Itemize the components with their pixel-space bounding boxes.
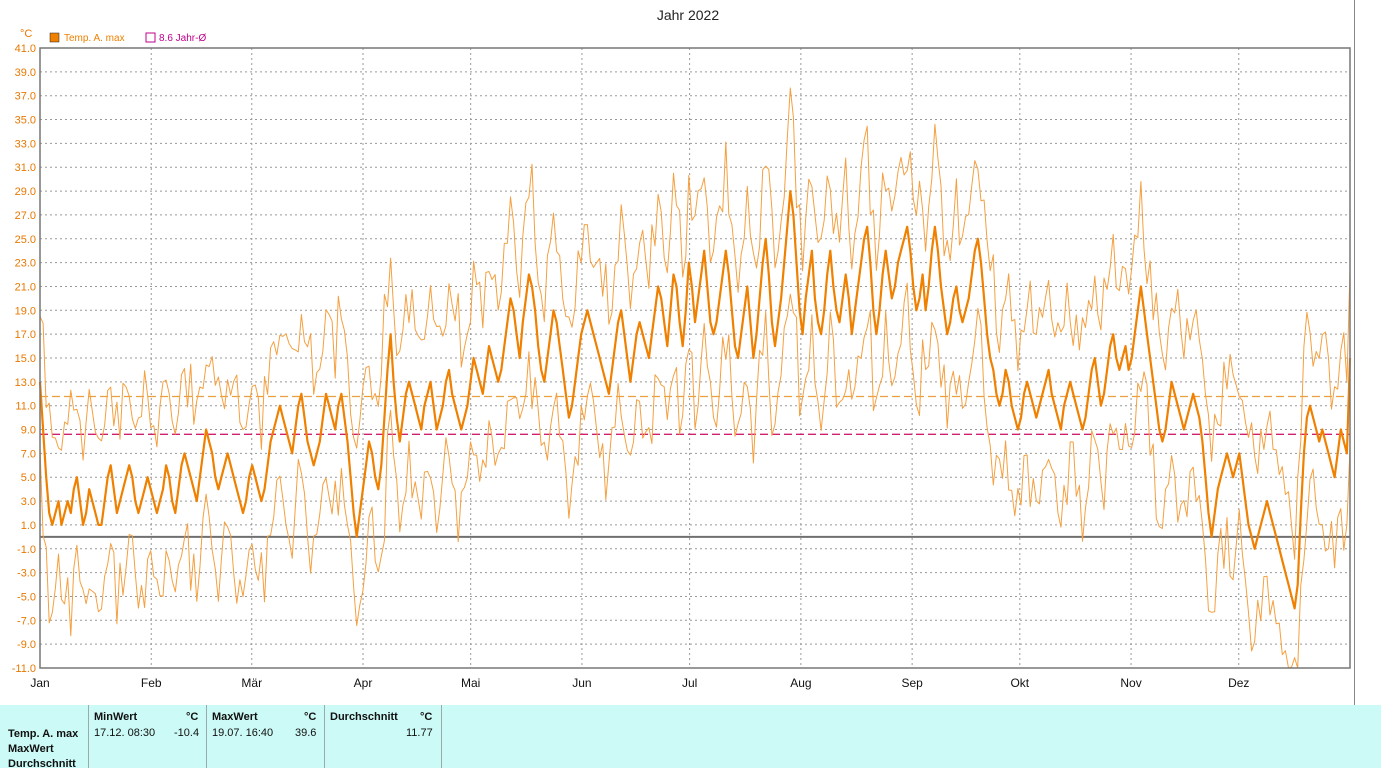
x-tick-label-4: Mai bbox=[461, 676, 480, 690]
y-tick-label: 37.0 bbox=[15, 91, 36, 103]
stats-avg-value: 11.77 bbox=[406, 727, 433, 739]
y-tick-label: 29.0 bbox=[15, 186, 36, 198]
stats-avg-unit: °C bbox=[420, 711, 433, 723]
stats-divider bbox=[441, 705, 442, 768]
y-tick-label: 41.0 bbox=[15, 43, 36, 55]
stats-divider bbox=[88, 705, 89, 768]
y-tick-label: 7.0 bbox=[21, 448, 36, 460]
y-axis-unit: °C bbox=[20, 28, 32, 40]
series-line-lower bbox=[39, 282, 1351, 669]
x-tick-label-9: Okt bbox=[1010, 676, 1029, 690]
x-tick-label-7: Aug bbox=[790, 676, 811, 690]
y-tick-label: 3.0 bbox=[21, 496, 36, 508]
x-tick-label-2: Mär bbox=[241, 676, 262, 690]
stats-min-value: -10.4 bbox=[174, 727, 200, 739]
x-tick-label-0: Jan bbox=[30, 676, 49, 690]
series-line-upper bbox=[39, 87, 1351, 560]
series bbox=[38, 87, 1352, 669]
legend-label-avg: 8.6 Jahr-Ø bbox=[159, 33, 206, 44]
legend-swatch-temp-max bbox=[49, 32, 60, 43]
legend: Temp. A. max 8.6 Jahr-Ø bbox=[49, 32, 206, 44]
x-tick-label-3: Apr bbox=[354, 676, 373, 690]
y-tick-label: 11.0 bbox=[15, 401, 36, 413]
y-tick-label: -5.0 bbox=[17, 591, 36, 603]
y-tick-label: 5.0 bbox=[21, 472, 36, 484]
y-tick-label: 35.0 bbox=[15, 115, 36, 127]
stats-min-time: 17.12. 08:30 bbox=[94, 727, 156, 739]
stats-divider bbox=[324, 705, 325, 768]
temperature-chart: Jahr 2022 °C Temp. A. max 8.6 Jahr-Ø 41.… bbox=[12, 7, 1352, 690]
stats-divider bbox=[206, 705, 207, 768]
y-tick-label: 1.0 bbox=[21, 520, 36, 532]
series-line-main bbox=[38, 190, 1352, 610]
stats-max-unit: °C bbox=[304, 711, 317, 723]
y-tick-label: 25.0 bbox=[15, 234, 36, 246]
y-tick-label: 31.0 bbox=[15, 162, 36, 174]
stats-row-label-max: MaxWert bbox=[8, 743, 54, 755]
y-tick-label: 15.0 bbox=[15, 353, 36, 365]
legend-label-temp-max: Temp. A. max bbox=[64, 33, 125, 44]
y-tick-label: 19.0 bbox=[15, 305, 36, 317]
right-edge-divider bbox=[1354, 0, 1355, 705]
y-tick-label: 13.0 bbox=[15, 377, 36, 389]
stats-max-time: 19.07. 16:40 bbox=[212, 727, 274, 739]
y-tick-label: 27.0 bbox=[15, 210, 36, 222]
x-tick-label-1: Feb bbox=[141, 676, 162, 690]
x-tick-label-10: Nov bbox=[1120, 676, 1141, 690]
y-tick-label: -3.0 bbox=[17, 568, 36, 580]
stats-avg-header: Durchschnitt bbox=[330, 711, 398, 723]
stats-max-header: MaxWert bbox=[212, 711, 258, 723]
y-tick-label: 39.0 bbox=[15, 67, 36, 79]
y-axis-ticks: 41.0 39.0 37.0 35.0 33.0 31.0 29.0 27.0 25.0 23.0… bbox=[12, 43, 36, 675]
y-tick-label: -1.0 bbox=[17, 544, 36, 556]
y-tick-label: -11.0 bbox=[12, 663, 36, 675]
x-tick-label-6: Jul bbox=[682, 676, 697, 690]
plot-frame bbox=[39, 47, 1351, 669]
legend-swatch-avg bbox=[145, 32, 156, 43]
stats-min-unit: °C bbox=[186, 711, 199, 723]
y-tick-label: 23.0 bbox=[15, 258, 36, 270]
stats-max-value: 39.6 bbox=[295, 727, 317, 739]
y-tick-label: -9.0 bbox=[17, 639, 36, 651]
chart-title: Jahr 2022 bbox=[657, 7, 719, 23]
stats-min-header: MinWert bbox=[94, 711, 138, 723]
y-tick-label: -7.0 bbox=[17, 615, 36, 627]
stats-panel: Temp. A. max MaxWert Durchschnitt MinWer… bbox=[0, 705, 1381, 770]
y-tick-label: 21.0 bbox=[15, 281, 36, 293]
x-tick-label-8: Sep bbox=[901, 676, 923, 690]
x-tick-label-5: Jun bbox=[572, 676, 591, 690]
x-axis-ticks: Jan Feb Mär Apr Mai Jun Jul Aug Sep Okt Nov Dez bbox=[30, 676, 1249, 690]
x-tick-label-11: Dez bbox=[1228, 676, 1249, 690]
stats-row-label-avg: Durchschnitt bbox=[8, 758, 76, 770]
y-tick-label: 9.0 bbox=[21, 425, 36, 437]
grid bbox=[40, 48, 1350, 668]
right-edge-strip bbox=[1354, 0, 1381, 705]
y-tick-label: 17.0 bbox=[15, 329, 36, 341]
stats-row-label-temp: Temp. A. max bbox=[8, 728, 79, 740]
y-tick-label: 33.0 bbox=[15, 138, 36, 150]
